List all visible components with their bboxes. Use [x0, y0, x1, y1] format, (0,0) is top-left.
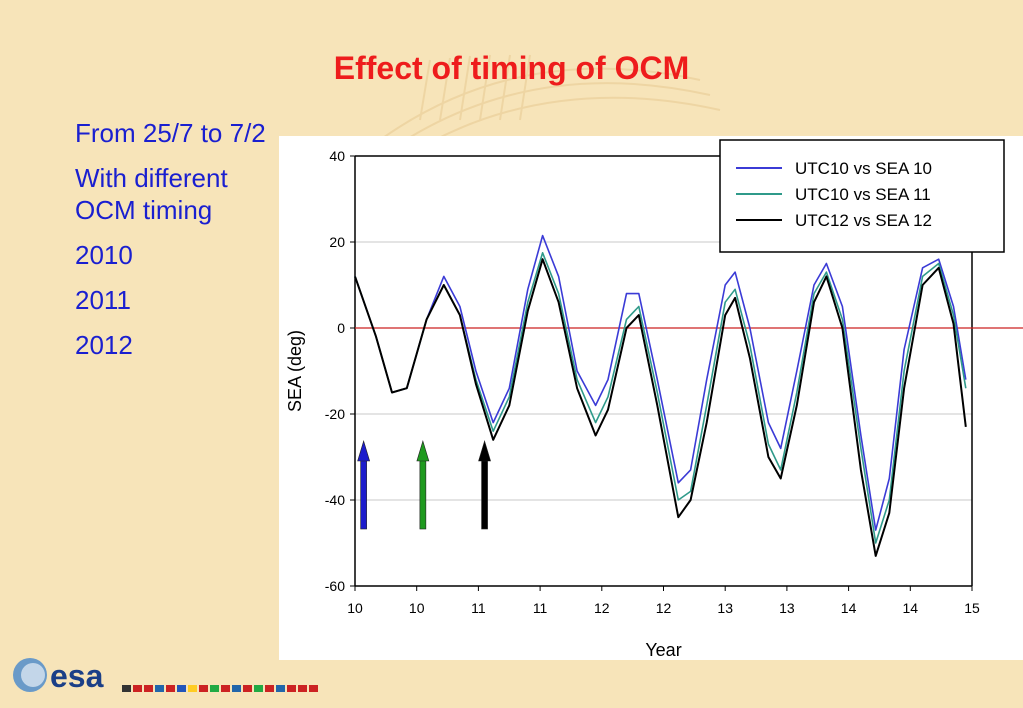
arrow-marker [357, 439, 371, 530]
logo-text: esa [50, 658, 104, 694]
arrow-shaft [481, 458, 488, 530]
legend: UTC10 vs SEA 10 UTC10 vs SEA 11 UTC12 vs S… [719, 139, 1005, 253]
x-tick-label: 14 [841, 600, 857, 616]
y-tick-label: -20 [325, 406, 345, 422]
x-axis-label: Year [645, 640, 681, 660]
arrow-head [478, 439, 491, 462]
bullet-item: From 25/7 to 7/2 [75, 118, 266, 148]
x-tick-label: 10 [347, 600, 363, 616]
bullet-list: From 25/7 to 7/2 With different OCM timi… [75, 117, 275, 374]
x-tick-label: 11 [471, 600, 486, 616]
bullet-item: 2010 [75, 240, 133, 270]
x-tick-label: 15 [964, 600, 980, 616]
x-tick-label: 12 [656, 600, 672, 616]
legend-label: UTC10 vs SEA 10 [795, 159, 932, 178]
y-axis-label: SEA (deg) [285, 330, 305, 412]
bullet-item: 2012 [75, 330, 133, 360]
x-tick-label: 11 [533, 600, 548, 616]
member-flags-icon [122, 685, 318, 692]
bullet-item: 2011 [75, 285, 131, 315]
arrow-head [357, 439, 371, 462]
bullet-item: With different OCM timing [75, 163, 228, 225]
x-tick-label: 13 [717, 600, 733, 616]
y-tick-label: 20 [329, 234, 345, 250]
x-tick-label: 10 [409, 600, 425, 616]
y-tick-label: -40 [325, 492, 345, 508]
legend-label: UTC10 vs SEA 11 [795, 185, 931, 204]
legend-box [719, 139, 1005, 253]
y-tick-label: -60 [325, 578, 345, 594]
legend-label: UTC12 vs SEA 12 [795, 211, 932, 230]
series-line [354, 234, 967, 531]
y-tick-label: 40 [329, 148, 345, 164]
arrow-marker [478, 439, 491, 530]
arrow-shaft [419, 458, 427, 530]
x-tick-label: 14 [903, 600, 919, 616]
esa-logo: esa [13, 658, 318, 694]
arrow-head [416, 439, 430, 462]
x-tick-label: 13 [779, 600, 795, 616]
y-tick-label: 0 [337, 320, 345, 336]
x-tick-label: 12 [594, 600, 610, 616]
slide-title: Effect of timing of OCM [333, 50, 690, 86]
series-line [354, 258, 967, 557]
arrow-shaft [360, 458, 367, 530]
arrow-marker [416, 439, 430, 530]
